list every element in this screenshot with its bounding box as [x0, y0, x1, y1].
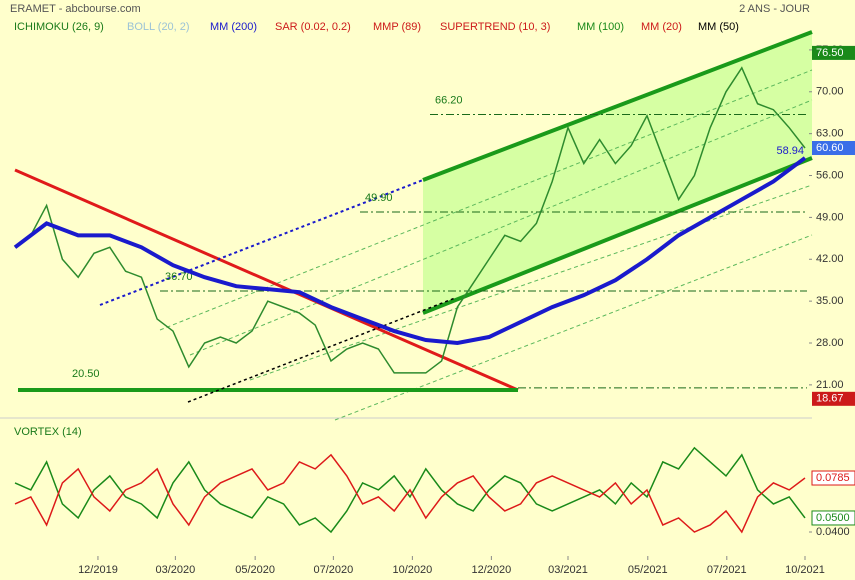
legend-entry: MM (20) [641, 21, 682, 33]
x-tick-label: 10/2021 [785, 564, 825, 576]
channel-lower [422, 156, 813, 315]
level-label: 66.20 [435, 94, 463, 106]
y-tick-label: 63.00 [816, 128, 844, 140]
x-tick-label: 07/2020 [313, 564, 353, 576]
y-tick-label: 70.00 [816, 86, 844, 98]
vortex-line [14, 446, 806, 534]
dotted-line [99, 179, 424, 306]
y-tick-label: 35.00 [816, 295, 844, 307]
vortex-line [14, 453, 806, 534]
x-tick-label: 12/2020 [471, 564, 511, 576]
y-tick-label: 28.00 [816, 337, 844, 349]
x-tick-label: 05/2020 [235, 564, 275, 576]
value-badge-bg [812, 391, 855, 406]
y-tick-label: 0.0400 [816, 526, 850, 538]
value-badge: 18.67 [816, 393, 844, 405]
vortex-badge-bg [811, 510, 855, 526]
x-tick-label: 03/2020 [155, 564, 195, 576]
y-tick-label: 56.00 [816, 169, 844, 181]
x-tick-label: 07/2021 [707, 564, 747, 576]
vortex-badge: 0.0500 [816, 512, 850, 524]
level-label: 20.50 [72, 368, 100, 380]
level-label: 36.70 [165, 271, 193, 283]
downtrend-line [14, 168, 519, 392]
x-tick-label: 10/2020 [392, 564, 432, 576]
legend-entry: MM (200) [210, 21, 257, 33]
legend-entry: MMP (89) [373, 21, 421, 33]
mm200-line [13, 156, 807, 346]
legend-entry: SUPERTREND (10, 3) [440, 21, 550, 33]
price-badge: 60.60 [816, 142, 844, 154]
period: 2 ANS - JOUR [739, 3, 810, 15]
legend-entry: ICHIMOKU (26, 9) [14, 21, 104, 33]
y-tick-label: 42.00 [816, 253, 844, 265]
channel-fill [423, 32, 812, 313]
vortex-title: VORTEX (14) [14, 426, 82, 438]
value-badge: 76.50 [816, 47, 844, 59]
vortex-badge: 0.0785 [816, 472, 850, 484]
legend-entry: MM (100) [577, 21, 624, 33]
price-badge-bg [812, 141, 855, 156]
level-label: 49.90 [365, 192, 393, 204]
channel-upper [422, 30, 813, 182]
y-tick-label: 49.00 [816, 211, 844, 223]
legend-entry: SAR (0.02, 0.2) [275, 21, 351, 33]
price-line [14, 66, 806, 374]
y-tick-label: 21.00 [816, 379, 844, 391]
chart-title: ERAMET - abcbourse.com [10, 3, 141, 15]
legend-entry: MM (50) [698, 21, 739, 33]
legend-entry: BOLL (20, 2) [127, 21, 190, 33]
x-tick-label: 12/2019 [78, 564, 118, 576]
x-tick-label: 03/2021 [548, 564, 588, 576]
value-badge-bg [812, 45, 855, 60]
vortex-badge-bg [811, 470, 855, 486]
x-tick-label: 05/2021 [628, 564, 668, 576]
mm200-label: 58.94 [776, 145, 804, 157]
